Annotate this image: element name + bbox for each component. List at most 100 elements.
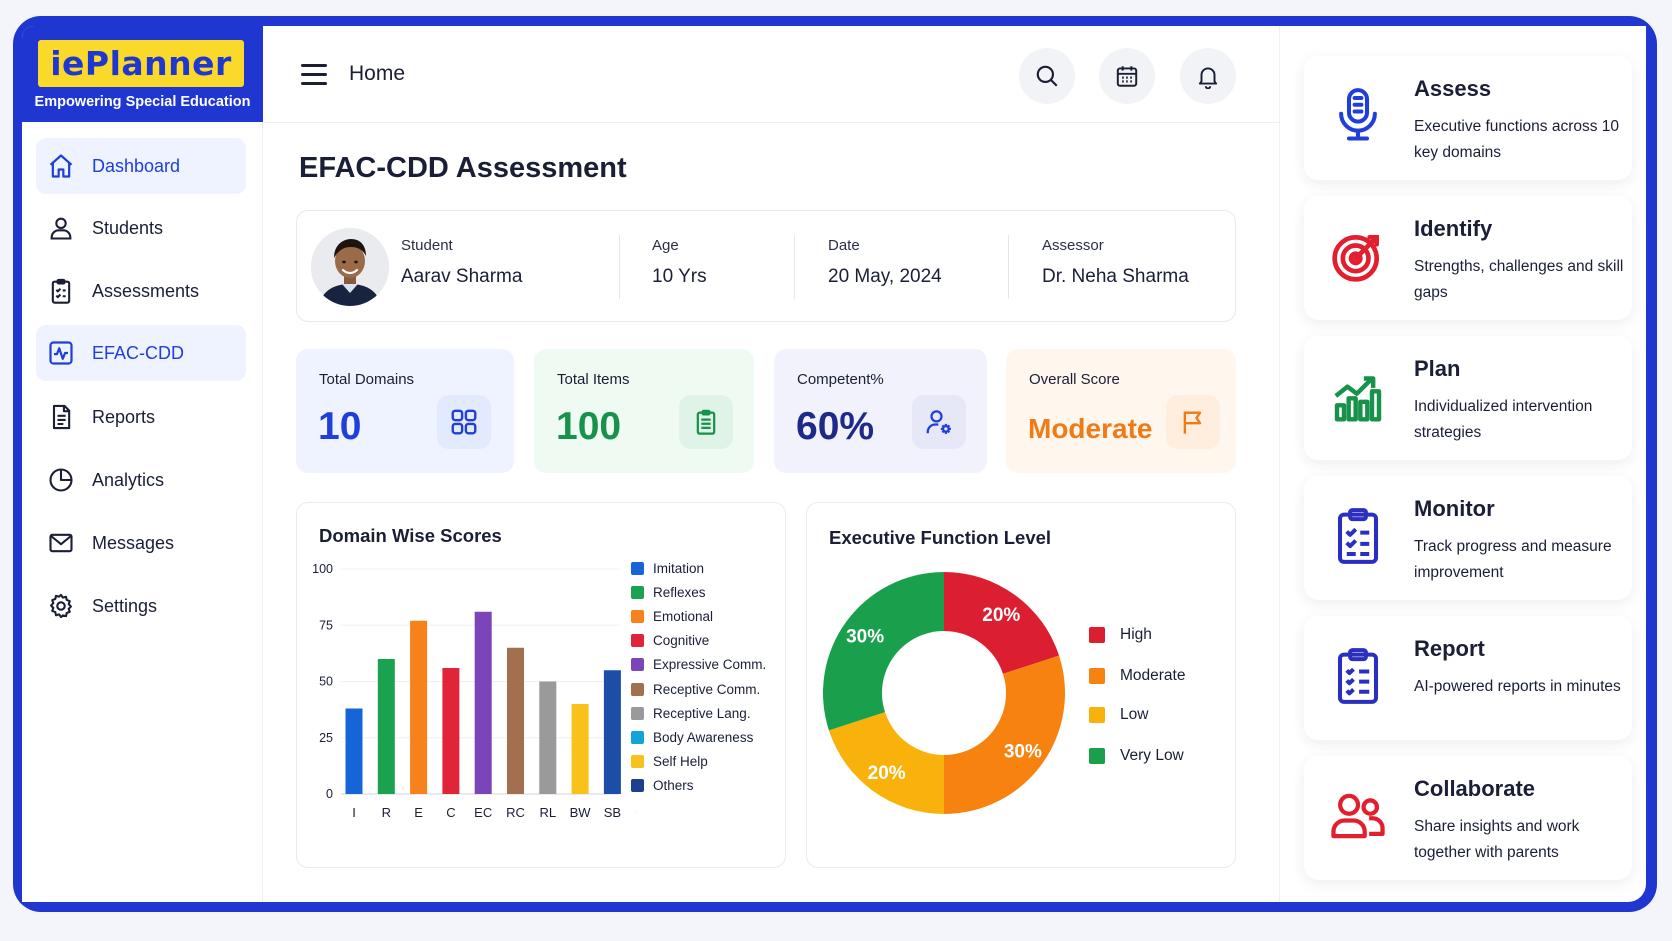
feature-title: Assess bbox=[1414, 76, 1492, 101]
student-name: Aarav Sharma bbox=[401, 266, 523, 287]
chart-title: Domain Wise Scores bbox=[319, 525, 502, 546]
notifications-button[interactable] bbox=[1180, 48, 1236, 104]
legend-swatch bbox=[631, 754, 644, 768]
legend-label: Receptive Comm. bbox=[653, 681, 761, 697]
sidebar-item-label: Dashboard bbox=[92, 155, 181, 176]
feature-card-assess[interactable]: Assess Executive functions across 10 key… bbox=[1304, 56, 1632, 180]
stat-card-competent[interactable]: Competent% 60% bbox=[774, 349, 987, 473]
legend-swatch bbox=[1089, 748, 1105, 764]
feature-description: Strengths, challenges and skill gaps bbox=[1414, 258, 1624, 301]
search-icon bbox=[1036, 65, 1058, 87]
feature-card-identify[interactable]: Identify Strengths, challenges and skill… bbox=[1304, 196, 1632, 320]
stat-card-total-items[interactable]: Total Items 100 bbox=[534, 349, 754, 473]
student-name-field: Student Aarav Sharma bbox=[401, 237, 522, 288]
sidebar-item-settings[interactable]: Settings bbox=[36, 578, 246, 634]
domain-scores-card: Domain Wise Scores 0 25 50 75 100 I R E C EC RC RL B… bbox=[296, 502, 786, 868]
y-tick-label: 0 bbox=[326, 787, 333, 801]
sidebar-item-students[interactable]: Students bbox=[36, 200, 246, 256]
legend-label: Reflexes bbox=[653, 585, 706, 601]
legend-item: Others bbox=[631, 778, 694, 793]
feature-description: Executive functions across 10 key domain… bbox=[1414, 118, 1620, 161]
x-tick-label: R bbox=[382, 805, 391, 820]
y-tick-label: 50 bbox=[319, 675, 333, 689]
brand-logo[interactable]: iePlanner Empowering Special Education bbox=[22, 26, 263, 122]
legend-item: Body Awareness bbox=[631, 730, 753, 745]
feature-card-monitor[interactable]: Monitor Track progress and measure impro… bbox=[1304, 476, 1632, 600]
x-tick-label: C bbox=[446, 805, 455, 820]
legend-label: Moderate bbox=[1120, 667, 1186, 684]
x-tick-label: I bbox=[352, 805, 356, 820]
legend-label: Low bbox=[1120, 706, 1149, 723]
feature-description: Share insights and work together with pa… bbox=[1414, 818, 1580, 861]
legend-item: Imitation bbox=[631, 561, 704, 576]
stat-card-overall-score[interactable]: Overall Score Moderate bbox=[1006, 349, 1236, 473]
microphone-icon bbox=[1326, 84, 1390, 148]
bar-c bbox=[442, 668, 460, 794]
calendar-icon bbox=[1116, 66, 1138, 87]
feature-card-collaborate[interactable]: Collaborate Share insights and work toge… bbox=[1304, 756, 1632, 880]
legend-item: Very Low bbox=[1089, 747, 1184, 765]
legend-label: Emotional bbox=[653, 609, 714, 625]
feature-card-report[interactable]: Report AI-powered reports in minutes bbox=[1304, 616, 1632, 740]
legend-swatch bbox=[1089, 707, 1105, 723]
student-info-card: Student Aarav Sharma Age 10 Yrs Date 20 … bbox=[296, 210, 1236, 322]
flag-icon bbox=[1166, 395, 1220, 449]
sidebar-item-label: Analytics bbox=[92, 469, 165, 490]
avatar bbox=[311, 228, 389, 306]
gear-icon bbox=[46, 591, 76, 621]
sidebar-item-label: Assessments bbox=[92, 280, 200, 301]
page-title: EFAC-CDD Assessment bbox=[299, 152, 627, 184]
legend-item: Expressive Comm. bbox=[631, 657, 766, 672]
feature-title: Plan bbox=[1414, 356, 1461, 381]
assessor-field: Assessor Dr. Neha Sharma bbox=[1042, 237, 1189, 288]
stat-card-total-domains[interactable]: Total Domains 10 bbox=[296, 349, 514, 473]
stat-value: 10 bbox=[318, 405, 362, 448]
legend-item: Emotional bbox=[631, 609, 713, 624]
y-tick-label: 25 bbox=[319, 731, 333, 745]
legend-swatch bbox=[631, 778, 644, 792]
bar-bw bbox=[571, 704, 589, 794]
sidebar-item-label: EFAC-CDD bbox=[92, 342, 185, 363]
slice-moderate bbox=[944, 655, 1065, 814]
y-tick-label: 100 bbox=[312, 562, 333, 576]
legend-swatch bbox=[631, 586, 644, 600]
legend-label: Others bbox=[653, 777, 694, 793]
student-label: Student bbox=[401, 237, 453, 254]
legend-swatch bbox=[631, 610, 644, 624]
sidebar-item-efac-cdd[interactable]: EFAC-CDD bbox=[36, 325, 246, 381]
executive-function-donut: 20% 30% 20% 30% bbox=[823, 572, 1065, 814]
calendar-button[interactable] bbox=[1099, 48, 1155, 104]
legend-item: Self Help bbox=[631, 754, 708, 769]
legend-swatch bbox=[631, 658, 644, 672]
feature-title: Monitor bbox=[1414, 496, 1495, 521]
bar-rc bbox=[507, 647, 524, 794]
legend-item: Low bbox=[1089, 706, 1148, 724]
home-icon bbox=[46, 151, 76, 181]
legend-swatch bbox=[1089, 627, 1105, 643]
document-icon bbox=[46, 402, 76, 432]
header-title: Home bbox=[349, 62, 406, 85]
stat-label: Total Items bbox=[557, 371, 630, 388]
panel-divider bbox=[1279, 26, 1280, 902]
x-tick-label: E bbox=[414, 805, 423, 820]
slice-label: 30% bbox=[846, 627, 884, 648]
brand-name: iePlanner bbox=[50, 44, 232, 83]
slice-very-low bbox=[823, 572, 944, 731]
sidebar-item-assessments[interactable]: Assessments bbox=[36, 263, 246, 319]
sidebar-item-messages[interactable]: Messages bbox=[36, 515, 246, 571]
x-tick-label: RL bbox=[539, 805, 556, 820]
legend-label: Receptive Lang. bbox=[653, 705, 751, 721]
legend-swatch bbox=[631, 562, 644, 575]
feature-card-plan[interactable]: Plan Individualized intervention strateg… bbox=[1304, 336, 1632, 460]
legend-item: High bbox=[1089, 626, 1152, 644]
x-tick-label: RC bbox=[506, 805, 525, 820]
sidebar-item-analytics[interactable]: Analytics bbox=[36, 452, 246, 508]
sidebar-item-reports[interactable]: Reports bbox=[36, 389, 246, 445]
legend-label: Self Help bbox=[653, 753, 708, 769]
legend-item: Reflexes bbox=[631, 585, 706, 600]
search-button[interactable] bbox=[1019, 48, 1075, 104]
checklist-icon bbox=[1326, 504, 1390, 568]
executive-function-card: Executive Function Level 20% 30% 20% 30% Hi… bbox=[806, 502, 1236, 868]
sidebar-item-dashboard[interactable]: Dashboard bbox=[36, 138, 246, 194]
menu-icon[interactable] bbox=[301, 64, 327, 86]
